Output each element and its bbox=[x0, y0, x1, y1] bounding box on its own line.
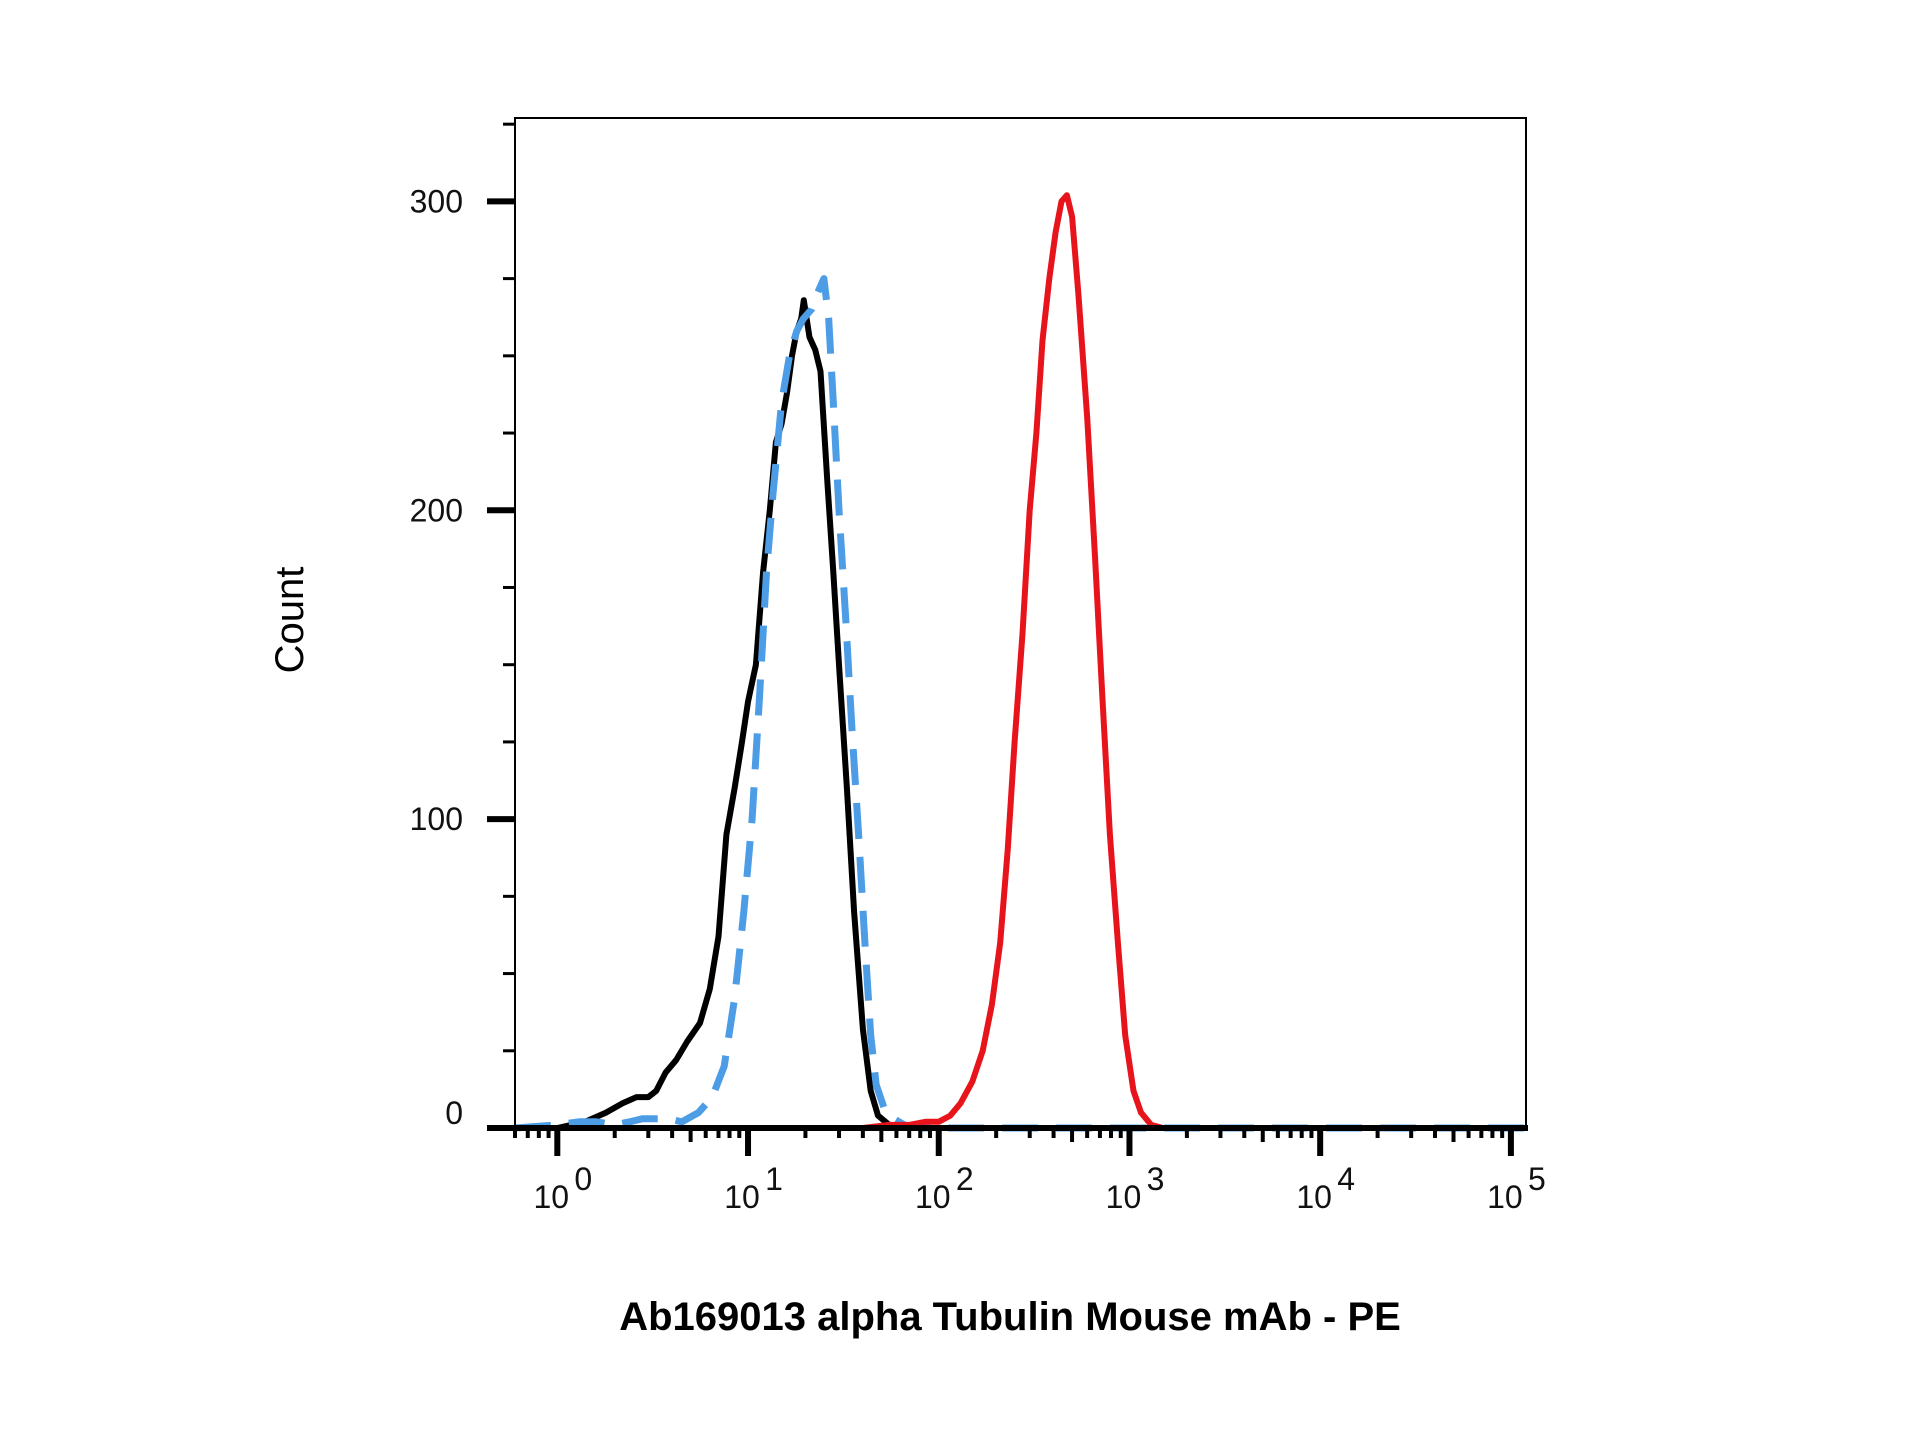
x-tick-exponent: 5 bbox=[1528, 1161, 1546, 1197]
x-axis-title: Ab169013 alpha Tubulin Mouse mAb - PE bbox=[619, 1295, 1401, 1339]
x-tick-exponent: 4 bbox=[1337, 1161, 1355, 1197]
y-tick-label: 300 bbox=[410, 183, 463, 219]
x-tick-label: 10 bbox=[724, 1179, 760, 1215]
x-tick-label: 10 bbox=[1106, 1179, 1142, 1215]
x-tick-exponent: 3 bbox=[1147, 1161, 1165, 1197]
series-line-1 bbox=[515, 297, 1526, 1131]
series-line-2 bbox=[514, 275, 1526, 1132]
y-axis-title: Count bbox=[268, 567, 312, 674]
y-tick-label: 0 bbox=[445, 1095, 463, 1131]
series-layer bbox=[514, 192, 1526, 1132]
x-tick-exponent: 0 bbox=[574, 1161, 592, 1197]
x-tick-exponent: 2 bbox=[956, 1161, 974, 1197]
x-tick-exponent: 1 bbox=[765, 1161, 783, 1197]
x-tick-label: 10 bbox=[915, 1179, 951, 1215]
x-tick-label: 10 bbox=[534, 1179, 570, 1215]
axes-layer bbox=[487, 118, 1528, 1156]
y-tick-label: 100 bbox=[410, 801, 463, 837]
x-tick-label: 10 bbox=[1296, 1179, 1332, 1215]
series-line-3 bbox=[515, 192, 1526, 1131]
y-tick-label: 200 bbox=[410, 492, 463, 528]
x-tick-label: 10 bbox=[1487, 1179, 1523, 1215]
